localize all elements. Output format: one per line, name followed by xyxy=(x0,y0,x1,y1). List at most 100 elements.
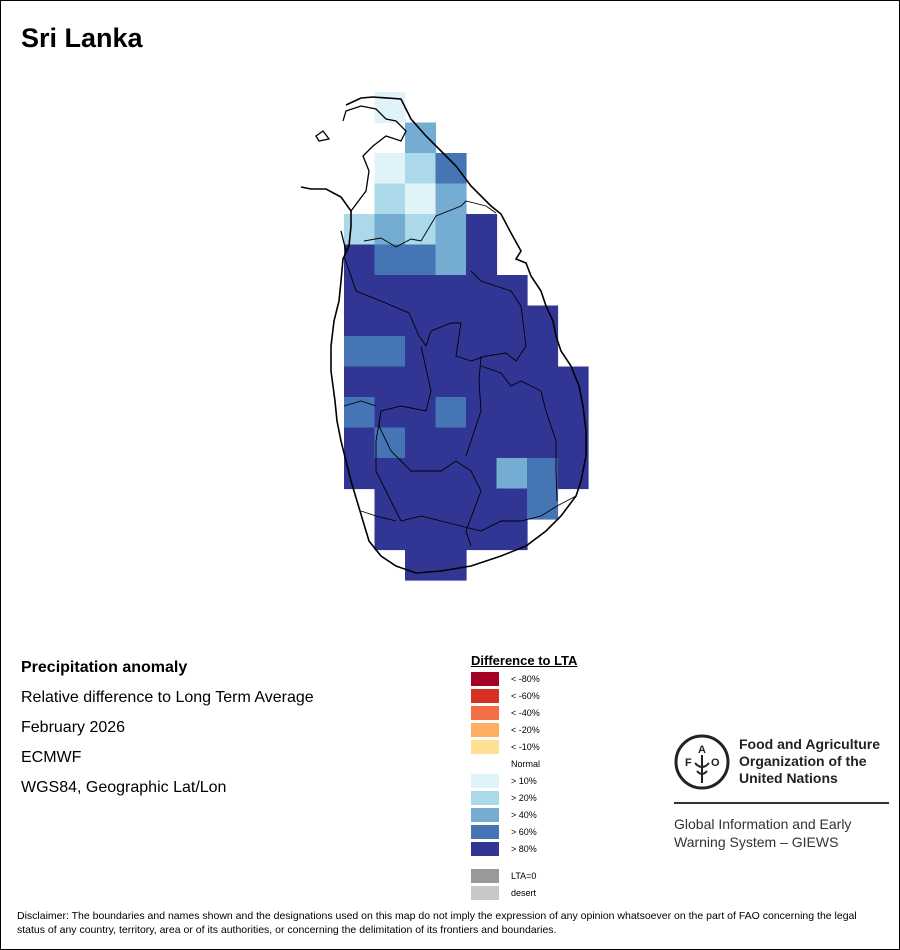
grid-cell xyxy=(435,275,467,307)
legend-label: > 80% xyxy=(511,844,537,854)
grid-cell xyxy=(466,275,498,307)
grid-cell xyxy=(374,153,406,185)
grid-cell xyxy=(405,519,437,551)
grid-cell xyxy=(435,458,467,490)
svg-text:F: F xyxy=(685,757,692,769)
grid-cell xyxy=(405,122,437,154)
giews-line: Warning System – GIEWS xyxy=(674,834,839,850)
legend-swatch xyxy=(471,723,499,737)
grid-cell xyxy=(405,183,437,215)
grid-cell xyxy=(344,427,376,459)
grid-cell xyxy=(344,214,376,246)
anomaly-grid xyxy=(344,92,589,581)
grid-cell xyxy=(466,488,498,520)
divider xyxy=(674,802,889,804)
grid-cell xyxy=(496,427,528,459)
map-heading: Precipitation anomaly xyxy=(21,659,188,676)
disclaimer: Disclaimer: The boundaries and names sho… xyxy=(17,910,857,936)
legend-label: desert xyxy=(511,888,537,898)
grid-cell xyxy=(374,488,406,520)
grid-cell xyxy=(435,244,467,276)
legend-label: < -80% xyxy=(511,674,540,684)
grid-cell xyxy=(435,488,467,520)
grid-cell xyxy=(344,397,376,429)
legend-swatch xyxy=(471,740,499,754)
grid-cell xyxy=(374,275,406,307)
legend-label: > 60% xyxy=(511,827,537,837)
legend-swatch xyxy=(471,886,499,900)
grid-cell xyxy=(496,275,528,307)
grid-cell xyxy=(527,488,559,520)
grid-cell xyxy=(374,305,406,337)
grid-cell xyxy=(496,305,528,337)
grid-cell xyxy=(496,488,528,520)
grid-cell xyxy=(374,519,406,551)
grid-cell xyxy=(344,366,376,398)
fao-name-line: United Nations xyxy=(739,770,838,786)
grid-cell xyxy=(405,458,437,490)
grid-cell xyxy=(435,397,467,429)
legend-label: > 40% xyxy=(511,810,537,820)
giews-name: Global Information and Early Warning Sys… xyxy=(674,815,851,851)
grid-cell xyxy=(466,366,498,398)
legend-label: LTA=0 xyxy=(511,871,537,881)
fao-name: Food and Agriculture Organization of the… xyxy=(739,736,880,787)
map-title: Sri Lanka xyxy=(21,23,143,53)
province-boundaries xyxy=(343,200,577,547)
grid-cell xyxy=(344,305,376,337)
legend-swatch xyxy=(471,672,499,686)
legend-title: Difference to LTA xyxy=(471,653,578,668)
precipitation-map xyxy=(300,92,589,581)
grid-cell xyxy=(557,427,589,459)
grid-cell xyxy=(496,397,528,429)
legend-label: > 20% xyxy=(511,793,537,803)
grid-cell xyxy=(496,519,528,551)
fao-name-line: Organization of the xyxy=(739,753,867,769)
grid-cell xyxy=(496,336,528,368)
projection: WGS84, Geographic Lat/Lon xyxy=(21,779,227,796)
grid-cell xyxy=(374,458,406,490)
grid-cell xyxy=(466,214,498,246)
grid-cell xyxy=(466,427,498,459)
grid-cell xyxy=(466,519,498,551)
grid-cell xyxy=(527,336,559,368)
grid-cell xyxy=(435,214,467,246)
grid-cell xyxy=(374,366,406,398)
legend-swatch xyxy=(471,774,499,788)
legend-label: < -40% xyxy=(511,708,540,718)
map-subtitle: Relative difference to Long Term Average xyxy=(21,689,314,706)
coast-north xyxy=(315,105,407,252)
legend-label: > 10% xyxy=(511,776,537,786)
legend-swatch xyxy=(471,869,499,883)
legend-swatch xyxy=(471,791,499,805)
grid-cell xyxy=(405,397,437,429)
grid-cell xyxy=(405,549,437,581)
grid-cell xyxy=(466,244,498,276)
grid-cell xyxy=(405,275,437,307)
giews-line: Global Information and Early xyxy=(674,816,852,832)
grid-cell xyxy=(557,458,589,490)
grid-cell xyxy=(405,488,437,520)
country-outline xyxy=(300,96,587,574)
grid-cell xyxy=(435,519,467,551)
legend-label: < -60% xyxy=(511,691,540,701)
grid-cell xyxy=(466,458,498,490)
grid-cell xyxy=(374,427,406,459)
grid-cell xyxy=(374,244,406,276)
grid-cell xyxy=(405,305,437,337)
grid-cell xyxy=(466,397,498,429)
grid-cell xyxy=(435,427,467,459)
grid-cell xyxy=(374,183,406,215)
map-period: February 2026 xyxy=(21,719,126,736)
legend-swatch xyxy=(471,808,499,822)
grid-cell xyxy=(527,366,559,398)
grid-cell xyxy=(405,366,437,398)
legend-swatch xyxy=(471,706,499,720)
grid-cell xyxy=(435,549,467,581)
svg-text:A: A xyxy=(698,744,706,756)
data-source: ECMWF xyxy=(21,749,82,766)
grid-cell xyxy=(405,244,437,276)
grid-cell xyxy=(405,214,437,246)
grid-cell xyxy=(527,397,559,429)
